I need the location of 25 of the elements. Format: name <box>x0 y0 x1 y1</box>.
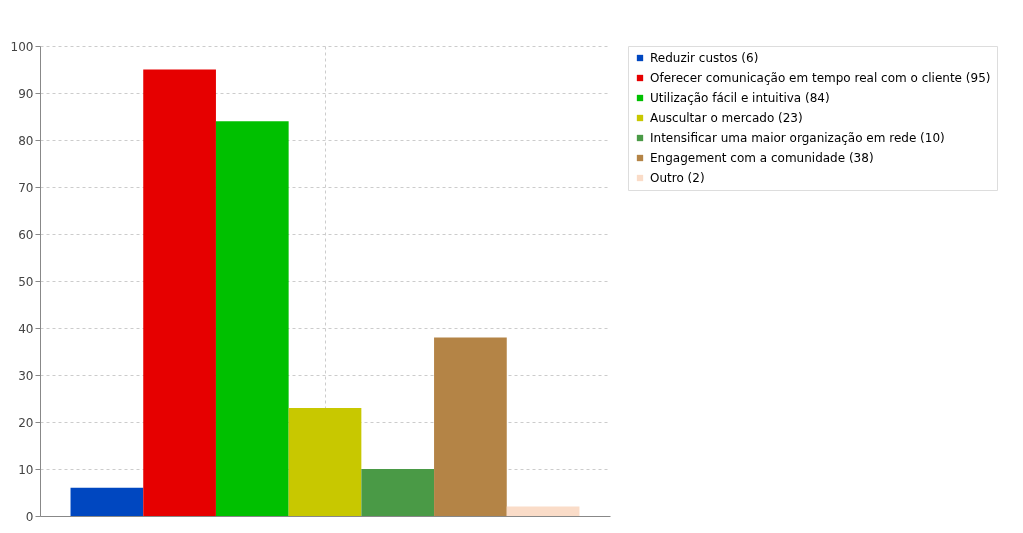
legend-label: Utilização fácil e intuitiva (84) <box>650 91 830 105</box>
y-tick-label: 40 <box>18 321 34 336</box>
y-tick-label: 30 <box>18 368 34 383</box>
y-tick-label: 10 <box>18 462 34 477</box>
bar <box>288 407 362 516</box>
bar <box>70 487 144 516</box>
y-tick-label: 0 <box>25 509 34 524</box>
legend-label: Oferecer comunicação em tempo real com o cliente (95) <box>650 71 991 85</box>
legend-label: Engagement com a comunidade (38) <box>650 151 874 165</box>
y-tick-label: 50 <box>18 274 34 289</box>
bar <box>506 506 580 516</box>
bar <box>434 337 507 516</box>
legend-label: Reduzir custos (6) <box>650 51 759 65</box>
bar <box>143 69 216 516</box>
bar <box>361 469 435 516</box>
y-tick-label: 60 <box>18 227 34 242</box>
legend-label: Intensificar uma maior organização em rede (10) <box>650 131 945 145</box>
bar <box>215 121 289 516</box>
y-tick-label: 100 <box>10 39 34 54</box>
y-tick-label: 20 <box>18 415 34 430</box>
legend-label: Auscultar o mercado (23) <box>650 111 803 125</box>
y-tick-label: 90 <box>18 86 34 101</box>
legend-label: Outro (2) <box>650 171 705 185</box>
y-tick-label: 80 <box>18 133 34 148</box>
y-tick-label: 70 <box>18 180 34 195</box>
